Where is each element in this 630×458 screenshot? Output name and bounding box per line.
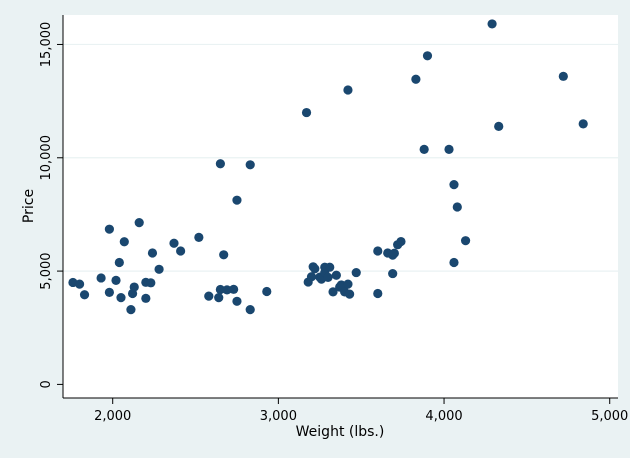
data-point [301,107,312,118]
data-point [111,275,121,286]
data-point [343,279,353,289]
data-point [262,286,272,297]
y-tick-label: 10,000 [39,135,54,181]
data-point [119,237,129,247]
data-point [169,238,179,248]
x-tick-label: 5,000 [591,409,628,424]
data-point [449,180,459,190]
data-point [147,248,158,258]
data-point [411,74,421,84]
data-point [345,289,355,299]
data-point [373,288,383,299]
data-point [215,159,225,169]
data-point [154,264,164,274]
data-point [176,246,186,256]
data-point [116,293,126,303]
plot-area [63,15,618,398]
data-point [146,278,156,288]
data-point [487,19,497,29]
data-point [558,71,568,81]
data-point [134,217,144,228]
data-point [578,119,588,129]
x-tick-label: 2,000 [94,409,131,424]
data-point [74,279,85,289]
data-point [389,248,399,258]
data-point [104,287,114,297]
data-point [449,257,459,268]
axes: 2,000 3,000 4,000 5,000 0 5,000 10,000 15,000 [39,15,628,424]
data-point [129,282,139,292]
data-points [68,19,588,315]
data-point [114,257,124,268]
data-point [104,224,114,234]
data-point [222,285,232,295]
data-point [204,291,214,301]
data-point [79,290,90,300]
data-point [219,250,229,260]
data-point [343,85,353,95]
y-tick-label: 5,000 [39,252,54,289]
data-point [452,202,462,212]
y-axis-title: Price [21,189,37,223]
data-point [126,305,136,315]
data-point [351,267,361,278]
data-point [214,293,224,303]
data-point [494,121,504,131]
data-point [229,284,239,294]
data-point [215,284,225,295]
data-point [323,272,333,282]
data-point [373,246,383,256]
data-point [310,264,320,274]
x-axis-title: Weight (lbs.) [296,424,385,440]
y-tick-label: 15,000 [39,22,54,68]
x-tick-label: 4,000 [425,409,462,424]
data-point [232,195,242,205]
data-point [245,305,255,315]
data-point [328,287,338,297]
data-point [419,144,429,154]
data-point [396,236,406,247]
data-point [325,262,335,272]
data-point [232,296,242,306]
data-point [331,270,341,280]
y-tick-label: 0 [39,380,54,388]
data-point [306,272,317,282]
data-point [444,144,454,154]
data-point [460,236,471,246]
data-point [245,160,255,170]
data-point [194,232,204,243]
data-point [388,268,398,279]
data-point [422,51,433,61]
data-point [96,273,106,283]
data-point [141,293,151,303]
x-tick-label: 3,000 [260,409,297,424]
